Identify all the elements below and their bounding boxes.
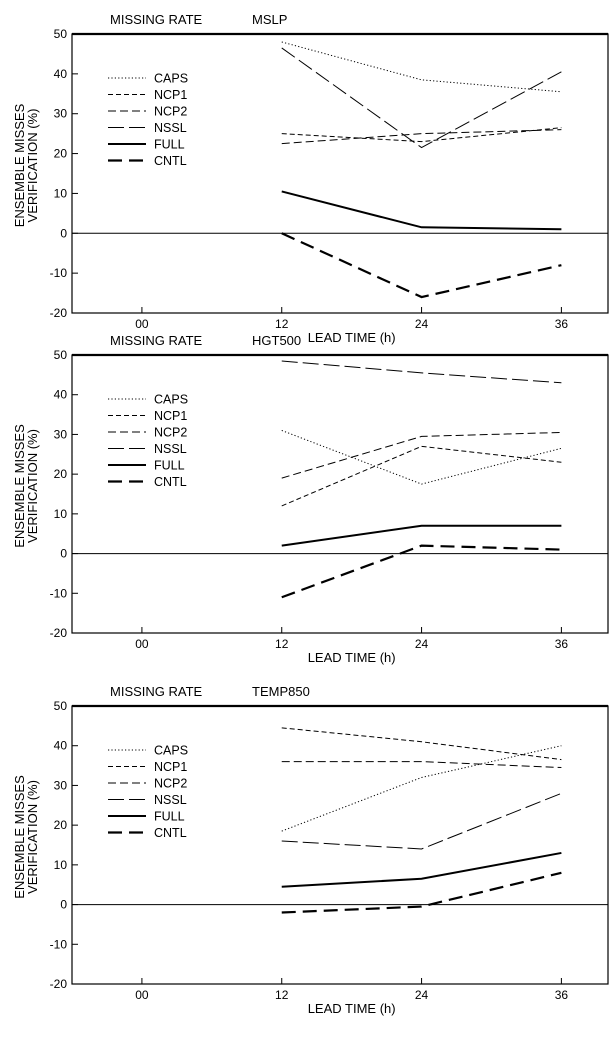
y-tick-label: 20 bbox=[54, 467, 68, 481]
chart-title-right: HGT500 bbox=[252, 333, 301, 348]
legend-label-caps: CAPS bbox=[154, 393, 188, 407]
x-tick-label: 12 bbox=[275, 637, 289, 651]
y-tick-label: -10 bbox=[50, 586, 68, 600]
x-tick-label: 00 bbox=[135, 988, 149, 1002]
y-tick-label: 10 bbox=[54, 507, 68, 521]
chart-panel-3: MISSING RATE TEMP850 -20 -10 0 10 20 30 40 50 00 12… bbox=[12, 684, 609, 1016]
series-line-full bbox=[281, 190, 562, 231]
y-axis-label-line2: VERIFICATION (%) bbox=[25, 429, 40, 543]
x-axis-label: LEAD TIME (h) bbox=[308, 330, 396, 345]
y-tick-label: 0 bbox=[60, 226, 67, 240]
chart-title-right: TEMP850 bbox=[252, 684, 310, 699]
y-axis-label-line1: ENSEMBLE MISSES bbox=[12, 424, 27, 548]
y-axis-label-line2: VERIFICATION (%) bbox=[25, 780, 40, 894]
y-tick-label: 30 bbox=[54, 427, 68, 441]
y-tick-label: 50 bbox=[54, 699, 68, 713]
y-tick-label: 10 bbox=[54, 186, 68, 200]
y-tick-label: 40 bbox=[54, 67, 68, 81]
y-tick-label: -10 bbox=[50, 937, 68, 951]
chart-title-left: MISSING RATE bbox=[110, 12, 203, 27]
series-line-ncp2 bbox=[281, 129, 562, 145]
legend-label-cntl: CNTL bbox=[154, 826, 187, 840]
series-line-nssl bbox=[281, 360, 562, 384]
chart-title-right: MSLP bbox=[252, 12, 287, 27]
legend-label-caps: CAPS bbox=[154, 72, 188, 86]
chart-title-left: MISSING RATE bbox=[110, 684, 203, 699]
x-tick-label: 12 bbox=[275, 317, 289, 331]
y-tick-label: 50 bbox=[54, 27, 68, 41]
x-axis-label: LEAD TIME (h) bbox=[308, 1001, 396, 1016]
x-tick-label: 24 bbox=[415, 988, 429, 1002]
y-tick-label: -20 bbox=[50, 306, 68, 320]
y-tick-label: 30 bbox=[54, 778, 68, 792]
legend-label-ncp2: NCP2 bbox=[154, 426, 187, 440]
y-axis-label-line1: ENSEMBLE MISSES bbox=[12, 103, 27, 227]
plot-frame bbox=[71, 33, 609, 314]
y-axis-label-line2: VERIFICATION (%) bbox=[25, 109, 40, 223]
y-tick-label: 0 bbox=[60, 898, 67, 912]
series-line-cntl bbox=[281, 871, 562, 914]
x-tick-label: 36 bbox=[555, 317, 569, 331]
x-tick-label: 24 bbox=[415, 317, 429, 331]
series-line-ncp1 bbox=[281, 127, 562, 143]
series-line-full bbox=[281, 851, 562, 888]
legend-label-caps: CAPS bbox=[154, 744, 188, 758]
legend-label-nssl: NSSL bbox=[154, 793, 187, 807]
legend-label-ncp2: NCP2 bbox=[154, 105, 187, 119]
y-tick-label: -20 bbox=[50, 977, 68, 991]
series-line-full bbox=[281, 524, 562, 547]
legend-label-ncp1: NCP1 bbox=[154, 409, 187, 423]
series-line-caps bbox=[281, 41, 562, 93]
legend-label-ncp1: NCP1 bbox=[154, 88, 187, 102]
legend-label-ncp1: NCP1 bbox=[154, 760, 187, 774]
series-line-caps bbox=[281, 745, 562, 832]
chart-title-left: MISSING RATE bbox=[110, 333, 203, 348]
series-line-caps bbox=[281, 429, 562, 485]
y-tick-label: 30 bbox=[54, 107, 68, 121]
series-line-ncp1 bbox=[281, 727, 562, 761]
plot-frame bbox=[71, 705, 609, 985]
legend-label-cntl: CNTL bbox=[154, 154, 187, 168]
x-axis-label: LEAD TIME (h) bbox=[308, 650, 396, 665]
y-tick-label: 10 bbox=[54, 858, 68, 872]
series-line-nssl bbox=[281, 47, 562, 149]
series-line-ncp1 bbox=[281, 445, 562, 507]
legend-label-nssl: NSSL bbox=[154, 121, 187, 135]
y-tick-label: 20 bbox=[54, 147, 68, 161]
y-tick-label: 0 bbox=[60, 547, 67, 561]
series-line-ncp2 bbox=[281, 761, 562, 769]
x-tick-label: 00 bbox=[135, 637, 149, 651]
legend-label-nssl: NSSL bbox=[154, 442, 187, 456]
chart-panel-1: MISSING RATE MSLP -20 -10 0 10 20 30 40 50 00 12 24 3… bbox=[12, 12, 609, 345]
plot-frame bbox=[71, 354, 609, 634]
y-tick-label: -20 bbox=[50, 626, 68, 640]
y-tick-label: 20 bbox=[54, 818, 68, 832]
x-tick-label: 00 bbox=[135, 317, 149, 331]
y-axis-label-line1: ENSEMBLE MISSES bbox=[12, 775, 27, 899]
x-tick-label: 36 bbox=[555, 637, 569, 651]
chart-panel-2: MISSING RATE HGT500 -20 -10 0 10 20 30 40 50 00 12 2… bbox=[12, 333, 609, 665]
y-tick-label: 40 bbox=[54, 739, 68, 753]
x-tick-label: 12 bbox=[275, 988, 289, 1002]
legend-label-full: FULL bbox=[154, 810, 185, 824]
y-tick-label: -10 bbox=[50, 266, 68, 280]
series-line-cntl bbox=[281, 544, 562, 599]
legend-label-full: FULL bbox=[154, 459, 185, 473]
series-line-ncp2 bbox=[281, 431, 562, 479]
series-line-cntl bbox=[281, 232, 562, 299]
legend-label-full: FULL bbox=[154, 138, 185, 152]
series-line-nssl bbox=[281, 792, 562, 850]
x-tick-label: 36 bbox=[555, 988, 569, 1002]
legend-label-cntl: CNTL bbox=[154, 475, 187, 489]
y-tick-label: 50 bbox=[54, 348, 68, 362]
legend-label-ncp2: NCP2 bbox=[154, 777, 187, 791]
x-tick-label: 24 bbox=[415, 637, 429, 651]
y-tick-label: 40 bbox=[54, 388, 68, 402]
